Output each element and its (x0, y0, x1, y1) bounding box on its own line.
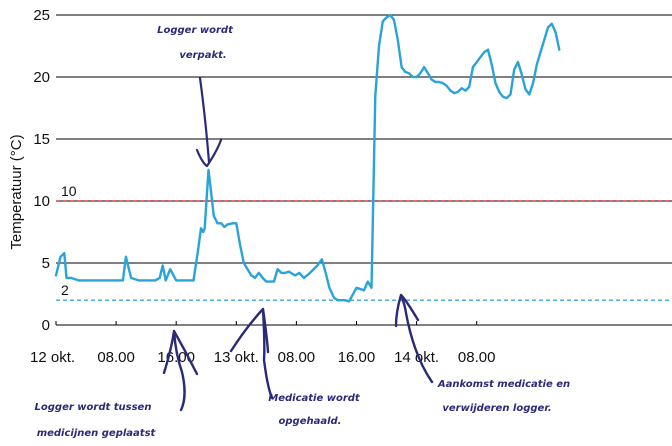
x-tick-1: 08.00 (97, 349, 135, 366)
y-tick-15: 15 (33, 131, 50, 148)
x-tick-7: 08.00 (458, 349, 496, 366)
grid-lines (56, 14, 672, 326)
annotation-arrival-arrow (394, 293, 434, 384)
annotation-packing-line-2: verpakt. (179, 50, 226, 61)
y-tick-5: 5 (42, 255, 50, 272)
annotation-placement-line-1: Logger wordt tussen (35, 402, 152, 413)
y-tick-20: 20 (33, 69, 50, 86)
x-tick-3: 13 okt. (214, 349, 259, 366)
annotation-placement: Logger wordt tussen medicijnen geplaatst (35, 329, 199, 439)
annotation-packing-arrow (195, 76, 223, 168)
y-axis-label: Temperatuur (°C) (8, 134, 25, 249)
annotation-placement-arrow (162, 329, 199, 412)
annotation-packing: Logger wordt verpakt. (157, 25, 234, 168)
annotation-pickup-line-1: Medicatie wordt (268, 393, 361, 404)
annotation-pickup-arrow (229, 307, 274, 400)
threshold-lines: 10 2 (56, 183, 672, 301)
series (54, 13, 561, 303)
annotation-placement-line-2: medicijnen geplaatst (37, 428, 157, 439)
annotation-arrival-line-1: Aankomst medicatie en (437, 379, 570, 390)
x-tick-0: 12 okt. (30, 349, 75, 366)
series-line-0 (54, 13, 561, 303)
y-tick-10: 10 (33, 193, 50, 210)
x-tick-6: 14 okt. (394, 349, 439, 366)
x-tick-4: 08.00 (278, 349, 316, 366)
y-tick-0: 0 (42, 317, 50, 334)
y-tick-25: 25 (33, 7, 50, 24)
threshold-label-2: 2 (61, 282, 69, 298)
y-tick-labels: 0 5 10 15 20 25 (33, 7, 50, 334)
annotation-pickup: Medicatie wordt opgehaald. (229, 307, 361, 427)
x-tick-5: 16.00 (338, 349, 376, 366)
threshold-label-10: 10 (61, 183, 77, 199)
annotation-arrival-line-2: verwijderen logger. (442, 403, 551, 414)
annotation-arrival: Aankomst medicatie en verwijderen logger… (394, 293, 570, 414)
annotation-packing-line-1: Logger wordt (157, 25, 234, 36)
annotation-pickup-line-2: opgehaald. (279, 416, 342, 427)
